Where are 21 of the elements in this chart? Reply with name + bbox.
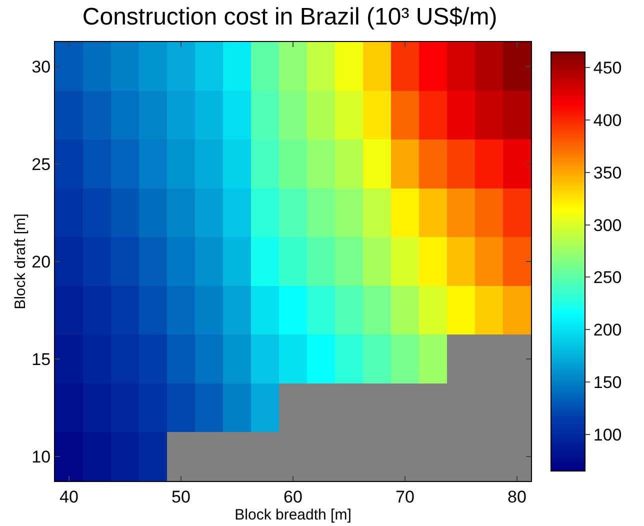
color-bar-label: 250 bbox=[593, 268, 622, 288]
chart-title: Construction cost in Brazil (10³ US$/m) bbox=[82, 4, 498, 31]
color-bar-label: 400 bbox=[593, 111, 622, 130]
y-tick-label: 30 bbox=[32, 57, 51, 76]
x-tick-label: 70 bbox=[396, 487, 414, 506]
x-tick-label: 80 bbox=[508, 487, 526, 506]
x-axis-title: Block breadth [m] bbox=[234, 506, 352, 524]
color-bar-label: 450 bbox=[593, 58, 622, 78]
color-bar-label: 150 bbox=[593, 372, 622, 392]
y-axis-title: Block draft [m] bbox=[12, 214, 29, 310]
color-bar-label: 350 bbox=[593, 163, 622, 182]
x-tick-label: 40 bbox=[60, 487, 78, 506]
color-bar-label: 300 bbox=[593, 216, 622, 235]
y-tick-label: 25 bbox=[32, 154, 51, 174]
color-bar-label: 200 bbox=[593, 320, 622, 340]
x-tick-label: 50 bbox=[172, 487, 190, 506]
x-tick-label: 60 bbox=[284, 487, 302, 506]
color-bar-label: 100 bbox=[593, 425, 622, 444]
y-tick-label: 20 bbox=[32, 252, 51, 272]
y-tick-label: 10 bbox=[32, 448, 51, 467]
y-tick-label: 15 bbox=[32, 350, 51, 370]
